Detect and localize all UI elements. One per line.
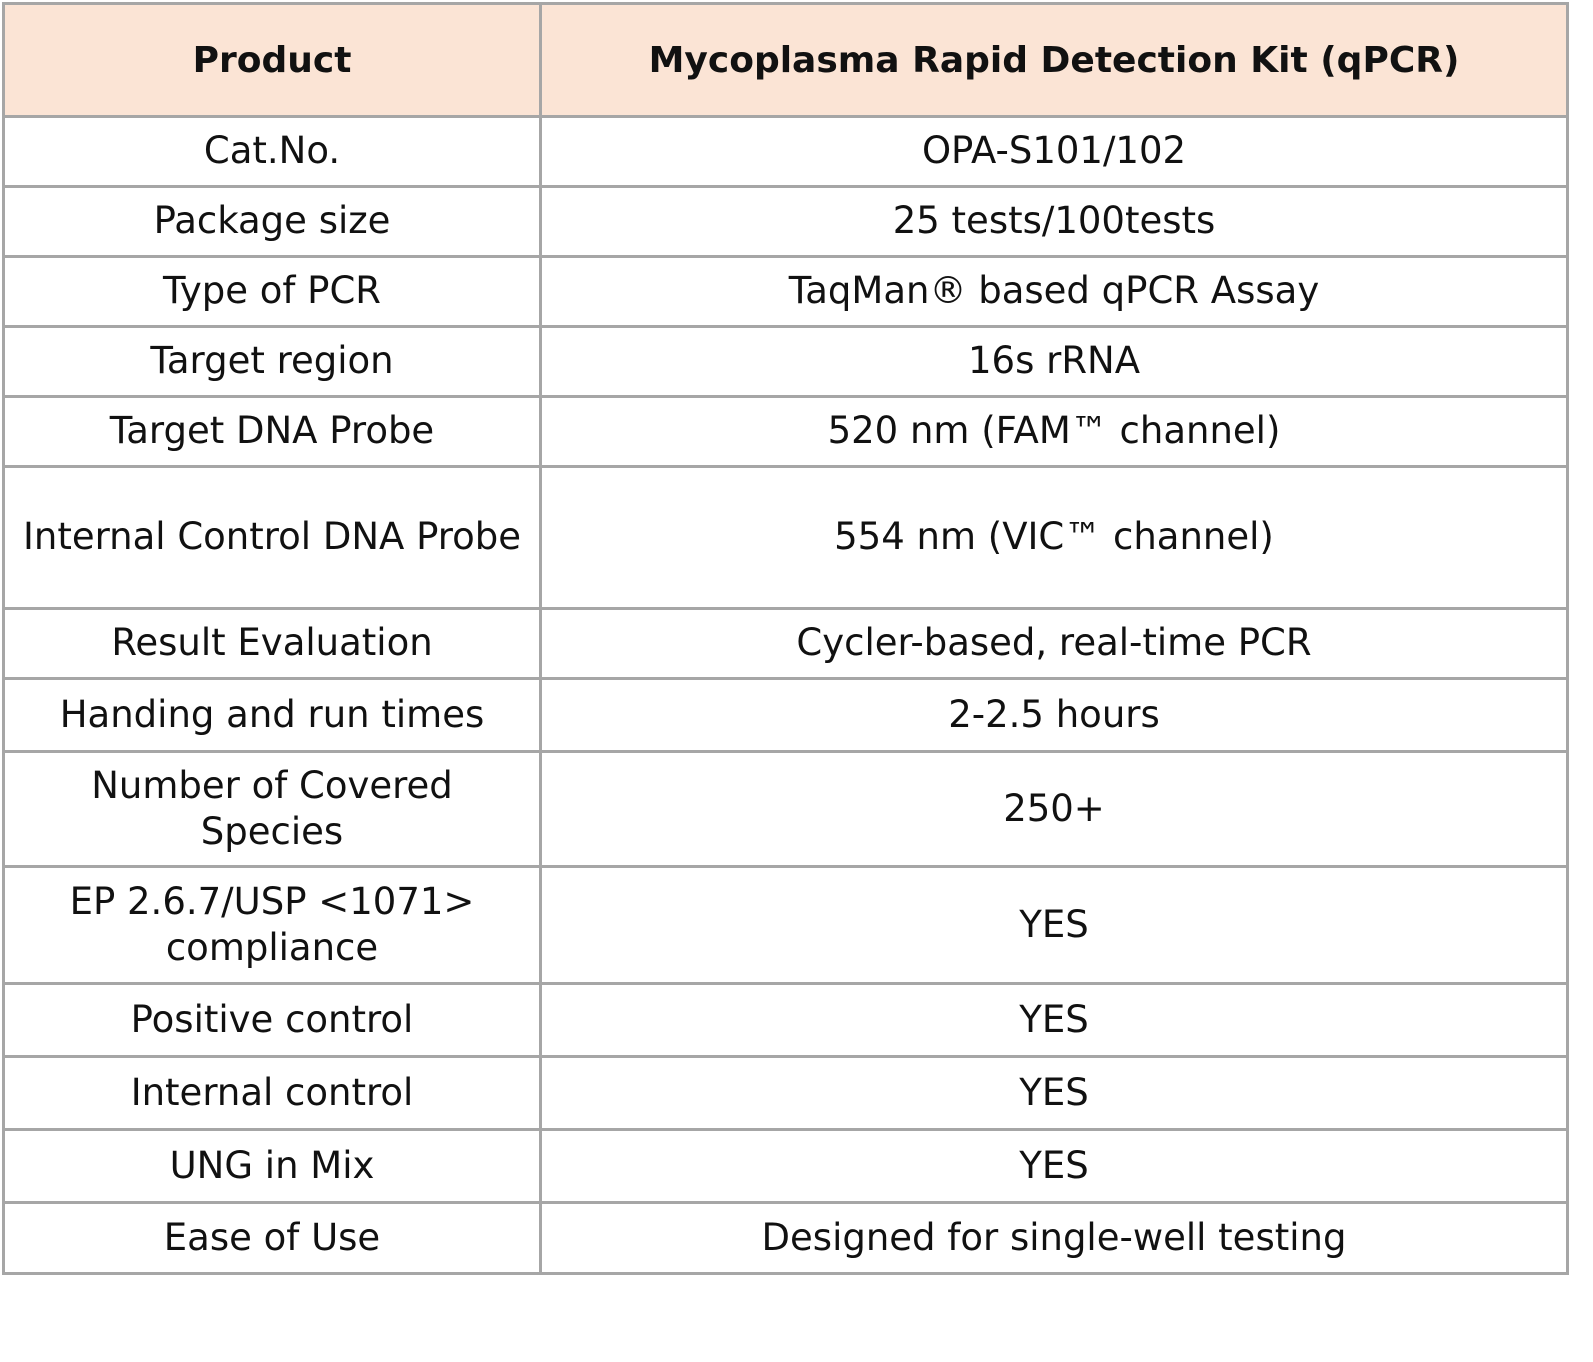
- row-label: Target DNA Probe: [2, 395, 542, 468]
- row-label: Internal control: [2, 1055, 542, 1131]
- row-value: 2-2.5 hours: [539, 677, 1569, 753]
- table-row: Target DNA Probe 520 nm (FAM™ channel): [2, 395, 1569, 468]
- table-row: Type of PCR TaqMan® based qPCR Assay: [2, 255, 1569, 328]
- table-row: Positive control YES: [2, 982, 1569, 1058]
- product-spec-table: Product Mycoplasma Rapid Detection Kit (…: [2, 2, 1569, 1275]
- row-value: OPA-S101/102: [539, 115, 1569, 188]
- table-row: Cat.No. OPA-S101/102: [2, 115, 1569, 188]
- table-row: Ease of Use Designed for single-well tes…: [2, 1201, 1569, 1275]
- row-label: Package size: [2, 185, 542, 258]
- table-row: Number of Covered Species 250+: [2, 750, 1569, 868]
- row-value: YES: [539, 1055, 1569, 1131]
- row-value: YES: [539, 1128, 1569, 1204]
- row-value: 250+: [539, 750, 1569, 868]
- row-value: Cycler-based, real-time PCR: [539, 607, 1569, 680]
- row-value: YES: [539, 865, 1569, 985]
- row-label: Positive control: [2, 982, 542, 1058]
- row-value: 554 nm (VIC™ channel): [539, 465, 1569, 610]
- table-row: Package size 25 tests/100tests: [2, 185, 1569, 258]
- table-row: Handing and run times 2-2.5 hours: [2, 677, 1569, 753]
- table-row: Internal control YES: [2, 1055, 1569, 1131]
- header-product-label: Product: [2, 2, 542, 118]
- row-label: Internal Control DNA Probe: [2, 465, 542, 610]
- row-label: UNG in Mix: [2, 1128, 542, 1204]
- row-label: Ease of Use: [2, 1201, 542, 1275]
- row-label: Target region: [2, 325, 542, 398]
- table-row: Internal Control DNA Probe 554 nm (VIC™ …: [2, 465, 1569, 610]
- row-label: Type of PCR: [2, 255, 542, 328]
- row-label: Handing and run times: [2, 677, 542, 753]
- row-label: Cat.No.: [2, 115, 542, 188]
- row-value: 25 tests/100tests: [539, 185, 1569, 258]
- table-row: UNG in Mix YES: [2, 1128, 1569, 1204]
- row-label: Result Evaluation: [2, 607, 542, 680]
- row-value: 16s rRNA: [539, 325, 1569, 398]
- row-value: 520 nm (FAM™ channel): [539, 395, 1569, 468]
- header-product-name: Mycoplasma Rapid Detection Kit (qPCR): [539, 2, 1569, 118]
- table-row: Target region 16s rRNA: [2, 325, 1569, 398]
- row-label: Number of Covered Species: [2, 750, 542, 868]
- table-header-row: Product Mycoplasma Rapid Detection Kit (…: [2, 2, 1569, 118]
- row-label: EP 2.6.7/USP <1071> compliance: [2, 865, 542, 985]
- row-value: Designed for single-well testing: [539, 1201, 1569, 1275]
- table-row: Result Evaluation Cycler-based, real-tim…: [2, 607, 1569, 680]
- row-value: YES: [539, 982, 1569, 1058]
- row-value: TaqMan® based qPCR Assay: [539, 255, 1569, 328]
- table-row: EP 2.6.7/USP <1071> compliance YES: [2, 865, 1569, 985]
